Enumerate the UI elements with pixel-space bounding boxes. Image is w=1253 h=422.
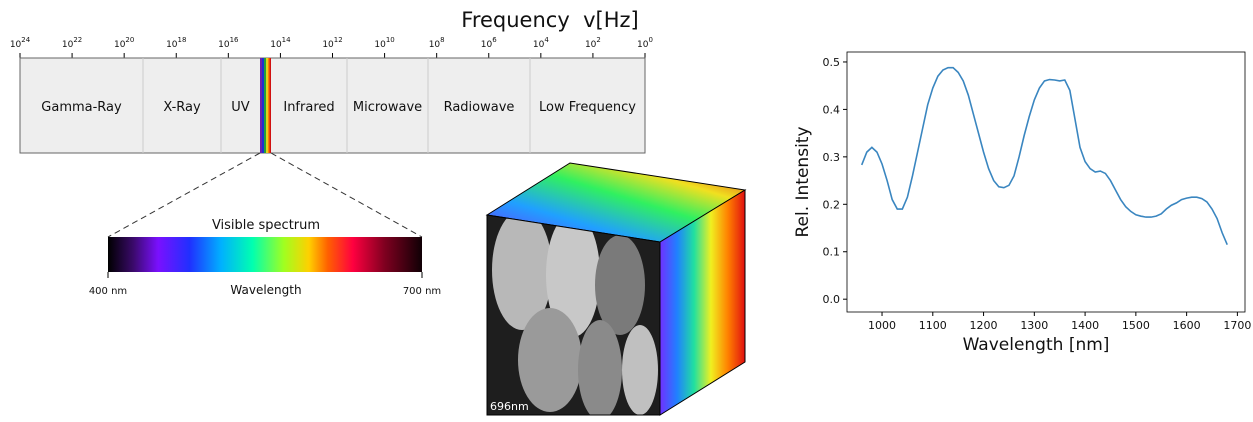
frequency-tick-label: 104 [533,36,549,50]
tick-exponent: 20 [125,36,134,44]
band-label: Microwave [353,100,422,115]
tick-base: 10 [114,40,126,50]
band-label: Radiowave [444,100,515,115]
y-axis-label: Rel. Intensity [793,126,813,237]
visible-end: 700 nm [403,286,441,297]
frequency-tick-label: 1024 [10,36,31,50]
hyperspectral-cube [487,163,745,418]
x-tick-label: 1600 [1173,319,1201,332]
tick-exponent: 18 [178,36,187,44]
data-line [862,68,1228,245]
tick-base: 10 [637,40,649,50]
x-tick-label: 1700 [1223,319,1251,332]
frequency-tick-label: 1020 [114,36,134,50]
plot-frame [847,52,1245,312]
visible-bar [108,237,422,272]
x-axis-label: Wavelength [nm] [963,335,1110,355]
visible-strip [260,58,271,153]
band-label: UV [231,100,250,115]
tick-exponent: 6 [492,36,497,44]
tick-base: 10 [10,40,22,50]
x-tick-label: 1200 [970,319,998,332]
visible-start: 400 nm [89,286,127,297]
frequency-tick-label: 102 [585,36,601,50]
x-tick-label: 1500 [1122,319,1150,332]
frequency-tick-label: 1016 [218,36,239,50]
y-tick-label: 0.0 [823,293,841,306]
tick-base: 10 [429,40,441,50]
band-label: Gamma-Ray [41,100,122,115]
frequency-tick-label: 1022 [62,36,82,50]
cube-label: 696nm [490,400,529,413]
frequency-tick-label: 108 [429,36,445,50]
tick-exponent: 22 [73,36,82,44]
band-label: Low Frequency [539,100,636,115]
frequency-tick-label: 100 [637,36,653,50]
band-label: X-Ray [163,100,201,115]
tick-exponent: 14 [282,36,291,44]
tick-exponent: 24 [21,36,30,44]
y-tick-label: 0.3 [823,151,841,164]
tick-base: 10 [270,40,282,50]
y-tick-label: 0.5 [823,56,841,69]
frequency-tick-label: 106 [481,36,497,50]
tick-base: 10 [533,40,545,50]
y-tick-label: 0.2 [823,198,841,211]
frequency-tick-label: 1018 [166,36,186,50]
tick-exponent: 16 [230,36,239,44]
x-tick-label: 1400 [1071,319,1099,332]
y-tick-label: 0.4 [823,103,841,116]
tick-base: 10 [481,40,493,50]
tick-base: 10 [322,40,334,50]
chart: 1000 1100 1200 1300 1400 1500 1600 1700 0.0 0.1 0.… [793,52,1251,355]
x-tick-label: 1100 [919,319,947,332]
x-tick-label: 1000 [868,319,896,332]
tick-exponent: 12 [334,36,343,44]
tick-base: 10 [218,40,230,50]
tick-base: 10 [62,40,74,50]
tick-base: 10 [585,40,597,50]
frequency-tick-label: 1014 [270,36,291,50]
band-label: Infrared [283,100,334,115]
frequency-tick-label: 1010 [374,36,394,50]
tick-exponent: 10 [386,36,395,44]
x-tick-label: 1300 [1020,319,1048,332]
visible-title: Visible spectrum [212,218,320,233]
tick-exponent: 4 [544,36,549,44]
visible-axis-label: Wavelength [230,283,301,297]
tick-exponent: 8 [440,36,444,44]
tick-base: 10 [166,40,178,50]
figure: Frequency v[Hz] 102410221020101810161014… [0,0,1253,418]
spectrum-title: Frequency v[Hz] [461,8,638,32]
tick-exponent: 2 [596,36,600,44]
tick-exponent: 0 [648,36,652,44]
frequency-tick-label: 1012 [322,36,342,50]
y-tick-label: 0.1 [823,246,841,259]
tick-base: 10 [374,40,386,50]
